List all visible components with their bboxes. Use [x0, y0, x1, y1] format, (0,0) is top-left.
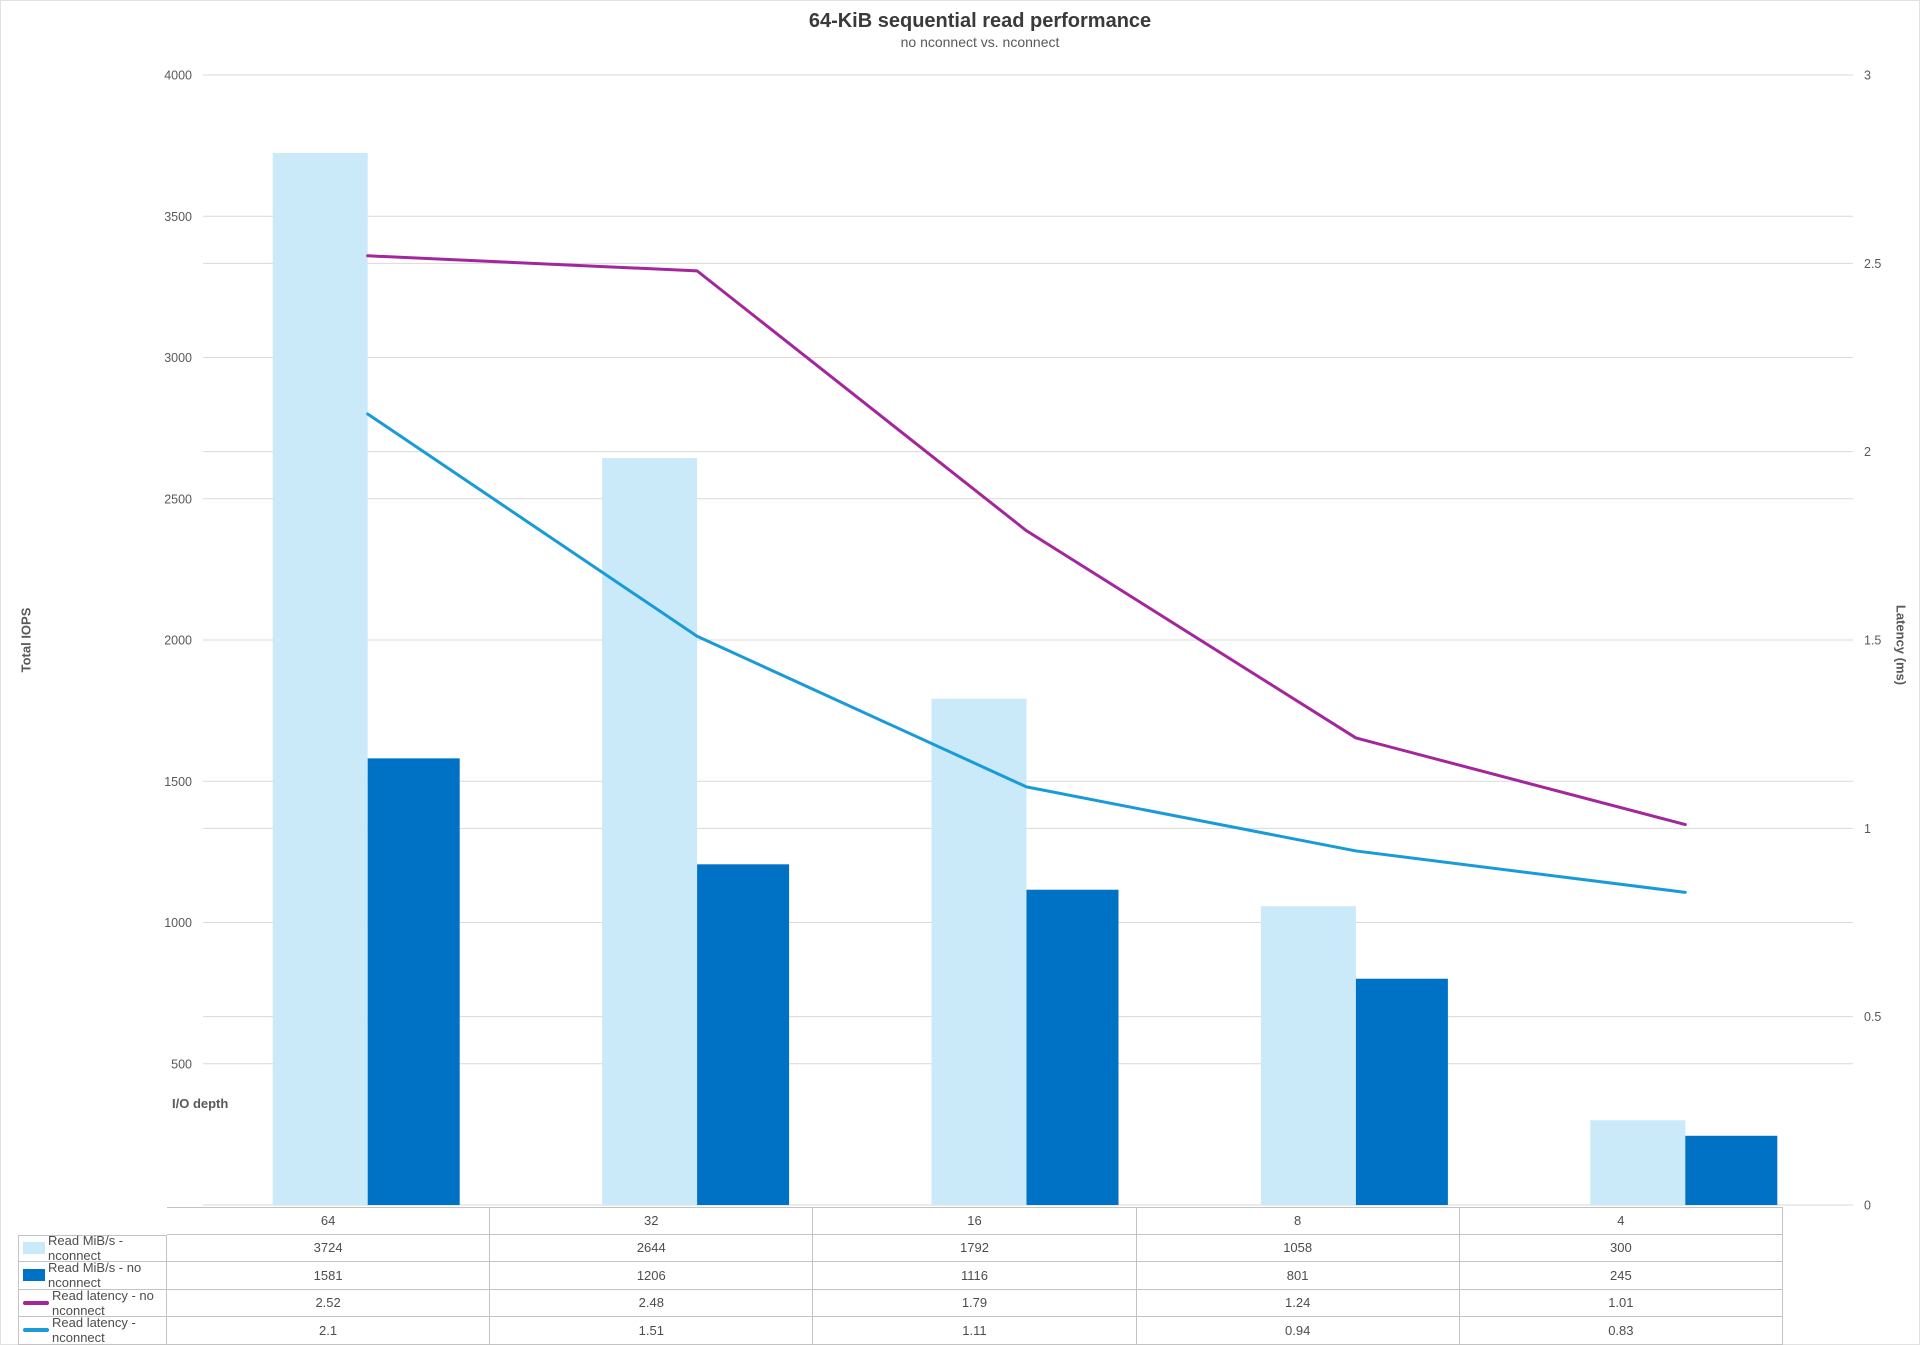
table-cell: 1792 [813, 1234, 1137, 1262]
table-cell: 2644 [490, 1234, 814, 1262]
legend-item-read-latency-nconnect: Read latency - nconnect [18, 1315, 167, 1345]
chart-title: 64-KiB sequential read performance [808, 10, 1152, 32]
line-read-latency-nconnect [366, 412, 1687, 894]
y-axis-tick-right: 1.5 [1864, 634, 1881, 648]
bar-read-mib-s-nconnect [931, 698, 1027, 1205]
bar-read-mib-s-no-nconnect [1355, 978, 1448, 1205]
bar-read-mib-s-no-nconnect [1026, 889, 1119, 1205]
legend-item-read-mib-s-no-nconnect: Read MiB/s - no nconnect [18, 1260, 167, 1291]
table-column-header: 64 [167, 1207, 491, 1235]
table-cell: 1.01 [1459, 1289, 1783, 1317]
y-axis-tick-right: 2 [1864, 445, 1871, 459]
legend-swatch-line [23, 1300, 49, 1305]
y-axis-tick-right: 2.5 [1864, 257, 1881, 271]
legend-swatch-line [23, 1328, 49, 1333]
table-cell: 1.11 [813, 1317, 1137, 1345]
legend-swatch-bar [23, 1269, 45, 1282]
y-axis-tick-right: 1 [1864, 822, 1871, 836]
bar-read-mib-s-nconnect [272, 152, 368, 1206]
bar-read-mib-s-no-nconnect [697, 864, 790, 1205]
legend-label: Read MiB/s - no nconnect [48, 1260, 142, 1291]
y-axis-tick-right: 0 [1864, 1199, 1871, 1213]
bar-read-mib-s-nconnect [602, 458, 698, 1205]
y-axis-tick-left: 2000 [164, 634, 192, 648]
y-axis-tick-left: 3000 [164, 351, 192, 365]
legend-swatch-bar [23, 1242, 45, 1255]
table-column-header: 4 [1459, 1207, 1783, 1235]
table-corner [18, 1207, 167, 1235]
y-axis-tick-left: 1000 [164, 916, 192, 930]
legend-label: Read latency - nconnect [52, 1315, 136, 1345]
legend-label: Read MiB/s - nconnect [48, 1233, 124, 1264]
table-cell: 2.48 [490, 1289, 814, 1317]
line-read-latency-no-nconnect [366, 254, 1687, 827]
table-cell: 2.1 [167, 1317, 491, 1345]
table-column-header: 16 [813, 1207, 1137, 1235]
table-cell: 1058 [1136, 1234, 1460, 1262]
table-cell: 1.51 [490, 1317, 814, 1345]
legend-item-read-mib-s-nconnect: Read MiB/s - nconnect [18, 1233, 167, 1264]
y-axis-tick-right: 0.5 [1864, 1010, 1881, 1024]
bar-read-mib-s-no-nconnect [367, 758, 460, 1205]
table-cell: 2.52 [167, 1289, 491, 1317]
table-column-header: 8 [1136, 1207, 1460, 1235]
table-cell: 1206 [490, 1262, 814, 1290]
y-axis-tick-right: 3 [1864, 69, 1871, 83]
table-cell: 0.94 [1136, 1317, 1460, 1345]
table-column-header: 32 [490, 1207, 814, 1235]
y-axis-tick-left: 500 [171, 1057, 192, 1071]
bar-read-mib-s-nconnect [1260, 906, 1356, 1205]
table-cell: 1116 [813, 1262, 1137, 1290]
x-axis-title: I/O depth [172, 1096, 229, 1111]
table-cell: 300 [1459, 1234, 1783, 1262]
y-axis-tick-left: 4000 [164, 69, 192, 83]
chart-subtitle: no nconnect vs. nconnect [900, 34, 1060, 50]
data-table: 64 32 16 8 4 Read MiB/s - nconnect 3724 2644 179… [18, 1207, 1783, 1345]
bar-read-mib-s-nconnect [1590, 1120, 1686, 1205]
bar-read-mib-s-no-nconnect [1685, 1135, 1778, 1205]
y-axis-tick-left: 2500 [164, 492, 192, 506]
y-axis-tick-left: 1500 [164, 775, 192, 789]
table-cell: 1581 [167, 1262, 491, 1290]
legend-item-read-latency-no-nconnect: Read latency - no nconnect [18, 1287, 167, 1318]
table-cell: 245 [1459, 1262, 1783, 1290]
table-cell: 0.83 [1459, 1317, 1783, 1345]
table-cell: 1.79 [813, 1289, 1137, 1317]
table-cell: 3724 [167, 1234, 491, 1262]
table-cell: 801 [1136, 1262, 1460, 1290]
table-cell: 1.24 [1136, 1289, 1460, 1317]
y-axis-tick-left: 3500 [164, 210, 192, 224]
legend-label: Read latency - no nconnect [52, 1287, 154, 1318]
